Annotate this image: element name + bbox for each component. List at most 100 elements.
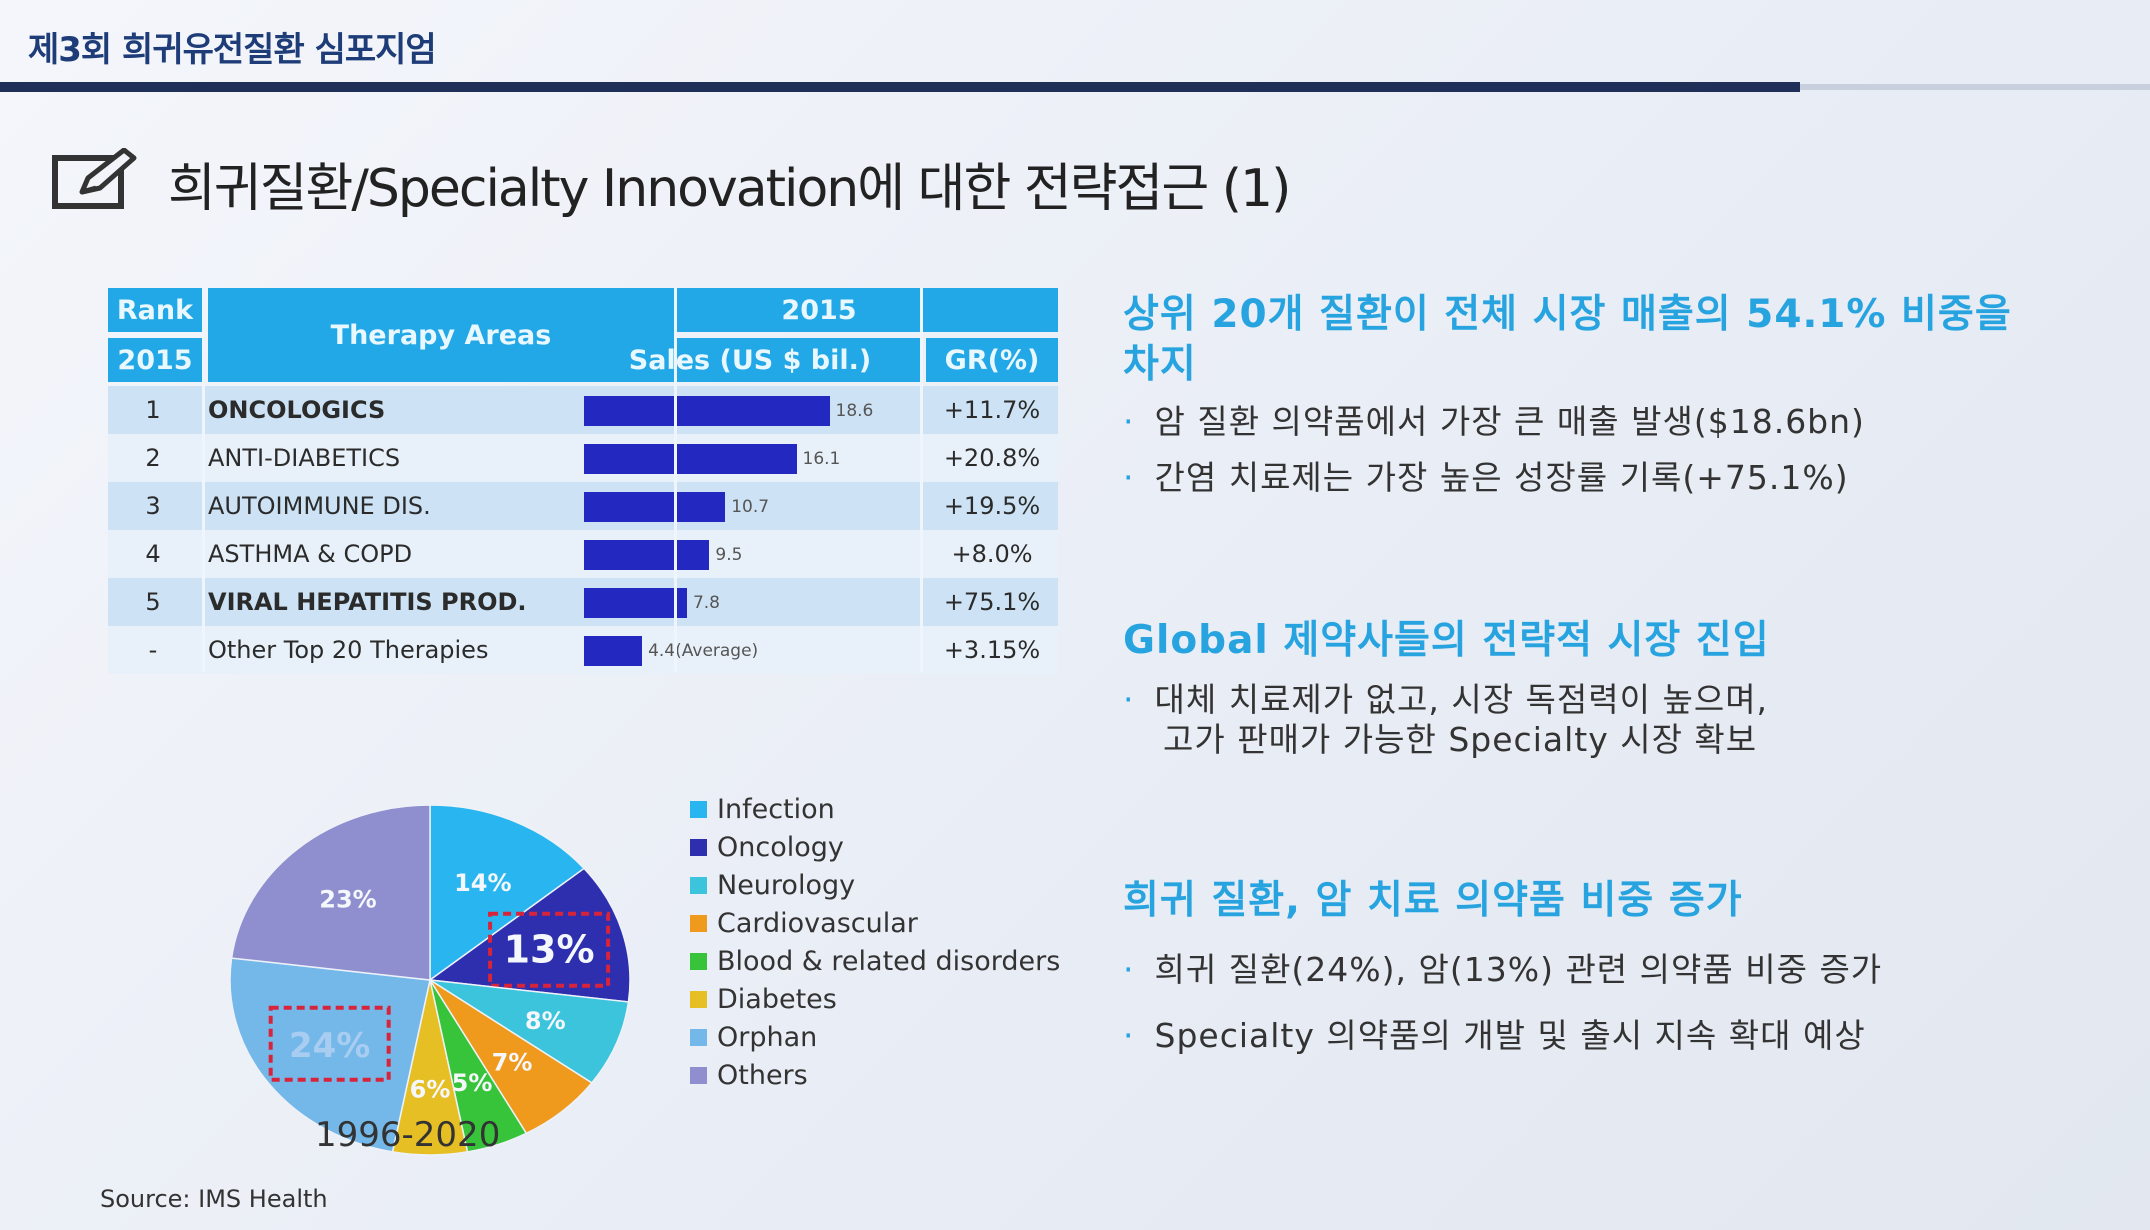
pie-slice-infection: [429, 804, 586, 982]
table-row: 4 ASTHMA & COPD 9.5 +8.0%: [108, 530, 1058, 578]
pie-period-label: 1996-2020: [315, 1115, 501, 1155]
legend-item: Cardiovascular: [690, 904, 1060, 942]
legend-label: Others: [717, 1059, 808, 1091]
gr-header: GR(%): [926, 338, 1058, 382]
sales-bar: [584, 444, 797, 474]
pie-value-label: 8%: [525, 1007, 566, 1035]
pie-slice-neurology: [429, 979, 630, 1084]
legend-label: Orphan: [717, 1021, 818, 1053]
header-rule: [0, 82, 1800, 92]
legend-item: Neurology: [690, 866, 1060, 904]
legend-item: Blood & related disorders: [690, 942, 1060, 980]
legend-swatch: [690, 1066, 707, 1084]
sales-bar: [584, 636, 643, 666]
therapy-name-cell: ASTHMA & COPD: [208, 540, 413, 568]
legend-item: Others: [690, 1056, 1060, 1094]
section-3-bullet-2: · Specialty 의약품의 개발 및 출시 지속 확대 예상: [1123, 1016, 1866, 1055]
pie-chart: 14% 13% 8% 7%5%6% 24% 23%: [229, 804, 631, 1156]
section-3-bullet-1: · 희귀 질환(24%), 암(13%) 관련 의약품 비중 증가: [1123, 950, 1883, 989]
page-title: 희귀질환/Specialty Innovation에 대한 전략접근 (1): [168, 159, 1291, 219]
section-2-bullet-1: · 대체 치료제가 없고, 시장 독점력이 높으며,: [1123, 680, 1769, 719]
pie-value-label: 14%: [454, 869, 511, 897]
legend-label: Cardiovascular: [717, 907, 918, 939]
legend-label: Blood & related disorders: [717, 945, 1061, 977]
legend-item: Infection: [690, 790, 1060, 828]
pie-value-label: 6%: [410, 1076, 451, 1104]
legend-label: Oncology: [717, 831, 844, 863]
column-separator: [920, 288, 923, 672]
sales-bar: [584, 492, 726, 522]
growth-rate-cell: +20.8%: [943, 444, 1041, 472]
rank-cell: -: [148, 636, 158, 664]
section-1-bullet-1: · 암 질환 의약품에서 가장 큰 매출 발생($18.6bn): [1123, 402, 1865, 441]
therapy-name-cell: ONCOLOGICS: [208, 396, 386, 424]
rank-cell: 5: [145, 588, 161, 616]
legend-swatch: [690, 800, 707, 818]
highlight-box: [268, 1005, 391, 1082]
legend-swatch: [690, 838, 707, 856]
pie-value-label: 23%: [319, 886, 376, 914]
year-header: 2015: [580, 288, 1058, 332]
highlight-box: [488, 911, 611, 988]
legend-label: Diabetes: [717, 983, 837, 1015]
legend-label: Neurology: [717, 869, 856, 901]
legend-item: Orphan: [690, 1018, 1060, 1056]
sales-bar-label: 16.1: [802, 449, 841, 469]
growth-rate-cell: +3.15%: [943, 636, 1041, 664]
growth-rate-cell: +75.1%: [943, 588, 1041, 616]
sales-bar-label: 7.8: [692, 593, 720, 613]
legend-label: Infection: [717, 793, 835, 825]
therapy-name-cell: AUTOIMMUNE DIS.: [208, 492, 431, 520]
rank-year-header: 2015: [108, 338, 202, 382]
therapy-name-cell: Other Top 20 Therapies: [208, 636, 489, 664]
table-row: - Other Top 20 Therapies 4.4(Average) +3.15…: [108, 626, 1058, 674]
pie-slice-others: [230, 804, 431, 981]
table-row: 1 ONCOLOGICS 18.6 +11.7%: [108, 386, 1058, 434]
therapy-table: Rank 2015 Therapy Areas 2015 Sales (US $…: [108, 288, 1058, 674]
column-separator: [202, 288, 205, 672]
sales-bar: [584, 540, 710, 570]
section-3-heading: 희귀 질환, 암 치료 의약품 비중 증가: [1123, 878, 1743, 923]
table-row: 3 AUTOIMMUNE DIS. 10.7 +19.5%: [108, 482, 1058, 530]
pie-value-label: 13%: [504, 928, 595, 972]
pie-value-label: 5%: [452, 1069, 493, 1097]
legend-swatch: [690, 952, 707, 970]
rank-cell: 4: [145, 540, 161, 568]
legend-item: Oncology: [690, 828, 1060, 866]
sales-bar-label: 10.7: [731, 497, 770, 517]
therapy-name-cell: VIRAL HEPATITIS PROD.: [208, 588, 527, 616]
growth-rate-cell: +19.5%: [943, 492, 1041, 520]
sales-bar: [584, 588, 687, 618]
pie-value-label: 7%: [492, 1048, 533, 1076]
sales-bar: [584, 396, 830, 426]
section-1-bullet-2: · 간염 치료제는 가장 높은 성장률 기록(+75.1%): [1123, 458, 1849, 497]
section-2-bullet-2: 고가 판매가 가능한 Specialty 시장 확보: [1163, 720, 1758, 759]
rank-header: Rank: [108, 288, 202, 332]
header-title: 제3회 희귀유전질환 심포지엄: [28, 30, 437, 70]
pie-value-label: 24%: [289, 1026, 370, 1066]
growth-rate-cell: +11.7%: [943, 396, 1041, 424]
rank-cell: 2: [145, 444, 161, 472]
pie-legend: Infection Oncology Neurology Cardiovascular…: [690, 790, 1060, 1094]
edit-icon: [52, 148, 137, 209]
sales-bar-label: 18.6: [835, 401, 874, 421]
legend-item: Diabetes: [690, 980, 1060, 1018]
therapy-name-cell: ANTI-DIABETICS: [208, 444, 401, 472]
legend-swatch: [690, 914, 707, 932]
sales-header: Sales (US $ bil.): [580, 338, 920, 382]
pie-slice-oncology: [427, 867, 631, 1003]
rank-cell: 1: [145, 396, 161, 424]
section-2-heading: Global 제약사들의 전략적 시장 진입: [1123, 618, 1770, 663]
header-rule-light: [1800, 84, 2150, 90]
legend-swatch: [690, 876, 707, 894]
table-row: 5 VIRAL HEPATITIS PROD. 7.8 +75.1%: [108, 578, 1058, 626]
section-1-heading: 상위 20개 질환이 전체 시장 매출의 54.1% 비중을 차지: [1123, 292, 2012, 387]
sales-bar-label: 9.5: [715, 545, 743, 565]
legend-swatch: [690, 990, 707, 1008]
table-row: 2 ANTI-DIABETICS 16.1 +20.8%: [108, 434, 1058, 482]
legend-swatch: [690, 1028, 707, 1046]
column-separator: [674, 288, 677, 672]
growth-rate-cell: +8.0%: [951, 540, 1033, 568]
rank-cell: 3: [145, 492, 161, 520]
source-note: Source: IMS Health: [100, 1185, 328, 1213]
